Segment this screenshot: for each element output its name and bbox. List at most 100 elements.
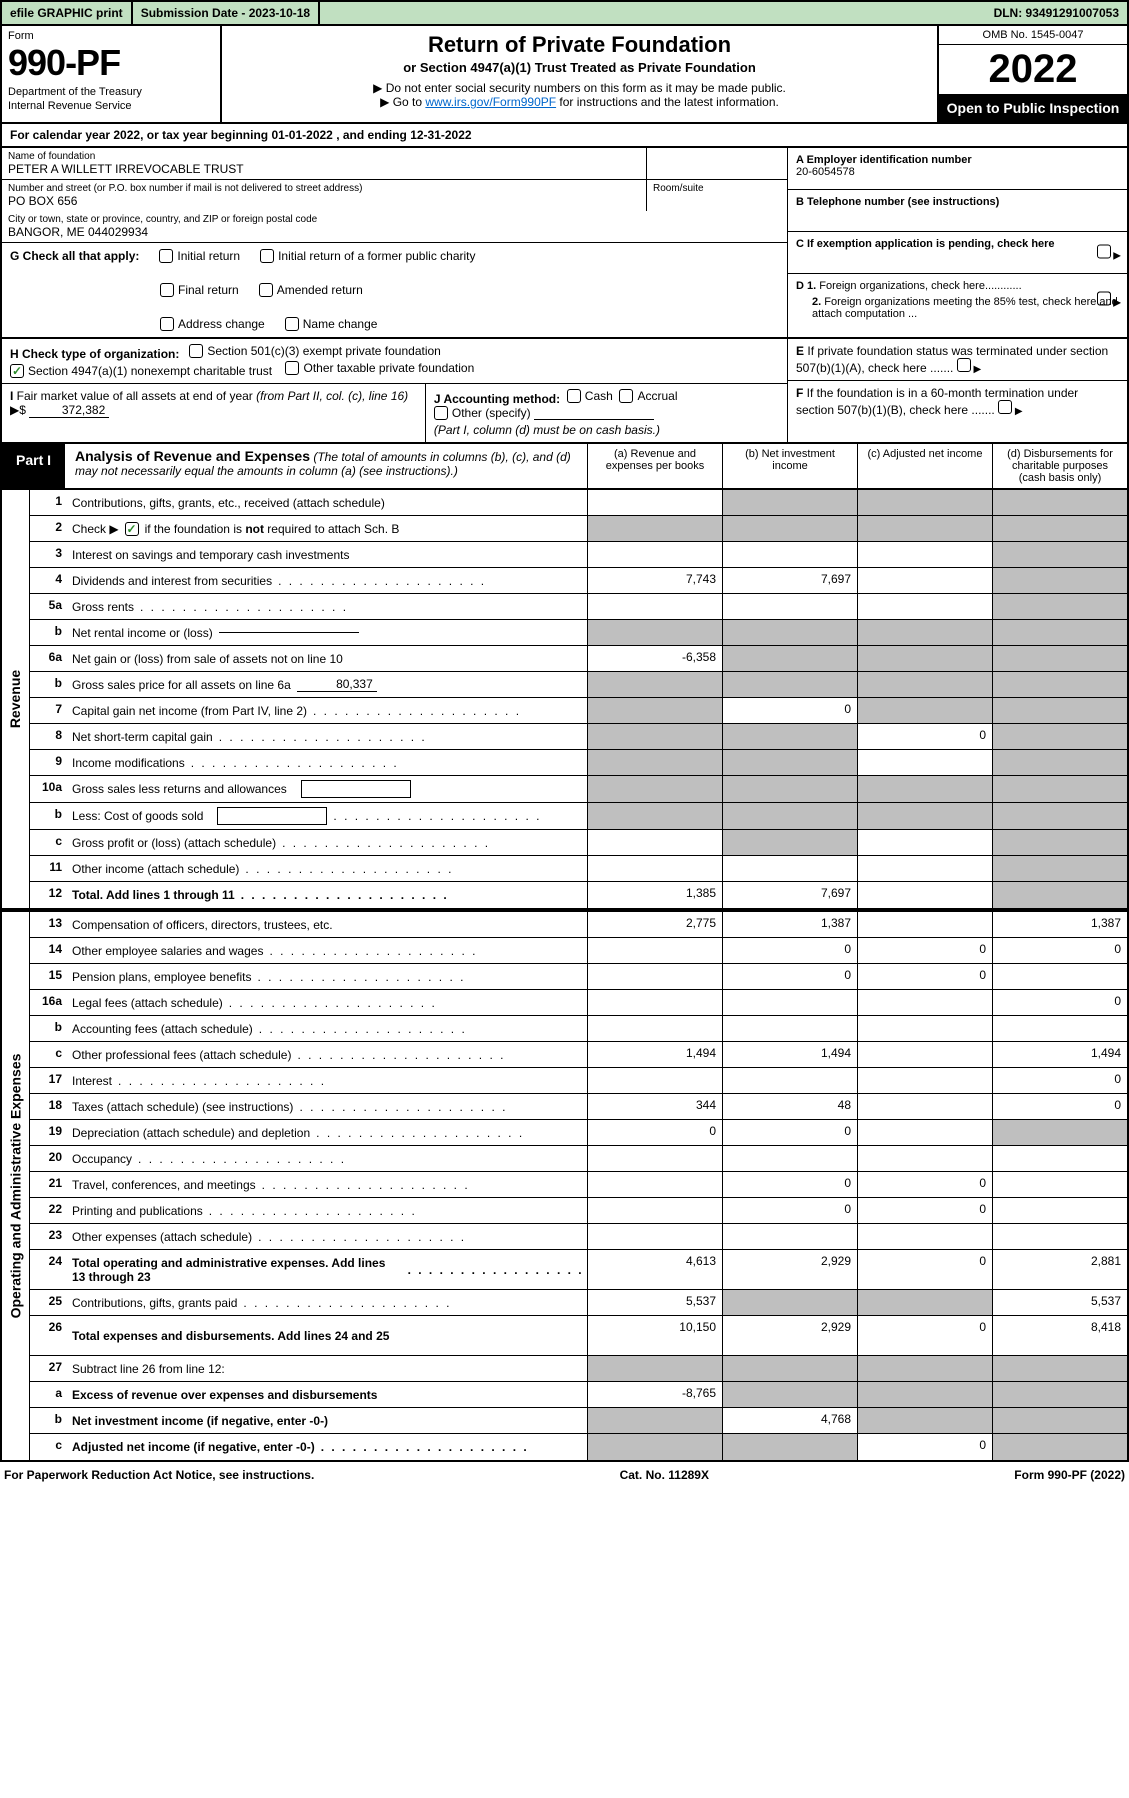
line-10b: b Less: Cost of goods sold [30, 803, 1127, 830]
part1-header: Part I Analysis of Revenue and Expenses … [0, 444, 1129, 490]
header-left: Form 990-PF Department of the Treasury I… [2, 26, 222, 122]
chk-exemption-pending[interactable] [1097, 244, 1111, 258]
col-a-header: (a) Revenue and expenses per books [587, 444, 722, 488]
ein-cell: A Employer identification number 20-6054… [788, 148, 1127, 190]
line-27a: a Excess of revenue over expenses and di… [30, 1382, 1127, 1408]
chk-4947a1[interactable]: ✓Section 4947(a)(1) nonexempt charitable… [10, 364, 272, 378]
line-12: 12 Total. Add lines 1 through 11 1,385 7… [30, 882, 1127, 908]
page-footer: For Paperwork Reduction Act Notice, see … [0, 1462, 1129, 1488]
line-27b: b Net investment income (if negative, en… [30, 1408, 1127, 1434]
section-h-row: H Check type of organization: Section 50… [2, 339, 787, 384]
chk-name-change[interactable]: Name change [285, 317, 378, 331]
open-to-public: Open to Public Inspection [939, 94, 1127, 122]
city-state-zip: BANGOR, ME 044029934 [8, 225, 781, 239]
foundation-name-cell: Name of foundation PETER A WILLETT IRREV… [2, 148, 646, 180]
calendar-year-row: For calendar year 2022, or tax year begi… [0, 124, 1129, 148]
column-headers: (a) Revenue and expenses per books (b) N… [587, 444, 1127, 488]
section-j: J Accounting method: Cash Accrual Other … [426, 384, 787, 442]
chk-sch-b-not-required[interactable]: ✓ [125, 522, 139, 536]
form-title: Return of Private Foundation [232, 32, 927, 58]
l8-c: 0 [857, 724, 992, 749]
chk-final-return[interactable]: Final return [160, 283, 239, 297]
line-15: 15 Pension plans, employee benefits 00 [30, 964, 1127, 990]
year-end: 12-31-2022 [410, 128, 471, 142]
goto-note: ▶ Go to www.irs.gov/Form990PF for instru… [232, 95, 927, 109]
chk-accrual[interactable]: Accrual [619, 389, 677, 403]
street-address: PO BOX 656 [8, 194, 640, 208]
section-i-j-row: I Fair market value of all assets at end… [2, 384, 787, 442]
l6b-field: 80,337 [297, 677, 377, 692]
line-10a: 10a Gross sales less returns and allowan… [30, 776, 1127, 803]
header-center: Return of Private Foundation or Section … [222, 26, 937, 122]
chk-initial-return[interactable]: Initial return [159, 249, 240, 263]
line-26: 26 Total expenses and disbursements. Add… [30, 1316, 1127, 1356]
section-e-cell: E E If private foundation status was ter… [788, 339, 1127, 381]
street-address-cell: Number and street (or P.O. box number if… [2, 180, 646, 211]
chk-amended-return[interactable]: Amended return [259, 283, 363, 297]
line-21: 21 Travel, conferences, and meetings 00 [30, 1172, 1127, 1198]
line-9: 9 Income modifications [30, 750, 1127, 776]
line-6b: b Gross sales price for all assets on li… [30, 672, 1127, 698]
line-25: 25 Contributions, gifts, grants paid 5,5… [30, 1290, 1127, 1316]
col-d-header: (d) Disbursements for charitable purpose… [992, 444, 1127, 488]
revenue-side-label: Revenue [2, 490, 30, 908]
chk-85pct-test[interactable] [1097, 292, 1111, 306]
line-13: 13 Compensation of officers, directors, … [30, 912, 1127, 938]
part1-title: Analysis of Revenue and Expenses (The to… [65, 444, 587, 488]
dln: DLN: 93491291007053 [986, 2, 1127, 24]
l12-a: 1,385 [587, 882, 722, 908]
line-16b: b Accounting fees (attach schedule) [30, 1016, 1127, 1042]
omb-number: OMB No. 1545-0047 [939, 26, 1127, 45]
line-5a: 5a Gross rents [30, 594, 1127, 620]
chk-initial-former[interactable]: Initial return of a former public charit… [260, 249, 475, 263]
form-label: Form [8, 30, 214, 42]
efile-top-bar: efile GRAPHIC print Submission Date - 20… [0, 0, 1129, 26]
form-ref: Form 990-PF (2022) [1014, 1468, 1125, 1482]
room-suite-cell: Room/suite [647, 180, 787, 212]
line-23: 23 Other expenses (attach schedule) [30, 1224, 1127, 1250]
col-b-header: (b) Net investment income [722, 444, 857, 488]
line-19: 19 Depreciation (attach schedule) and de… [30, 1120, 1127, 1146]
section-g-row: G Check all that apply: Initial return I… [2, 243, 787, 337]
line-16a: 16a Legal fees (attach schedule) 0 [30, 990, 1127, 1016]
line-8: 8 Net short-term capital gain 0 [30, 724, 1127, 750]
form-number: 990-PF [8, 42, 214, 84]
chk-other-method[interactable]: Other (specify) [434, 406, 531, 420]
line-1: 1 Contributions, gifts, grants, etc., re… [30, 490, 1127, 516]
chk-cash[interactable]: Cash [567, 389, 613, 403]
expenses-table: Operating and Administrative Expenses 13… [0, 910, 1129, 1462]
section-f-cell: F If the foundation is in a 60-month ter… [788, 381, 1127, 422]
line-17: 17 Interest 0 [30, 1068, 1127, 1094]
efile-label: efile GRAPHIC print [2, 2, 133, 24]
chk-501c3[interactable]: Section 501(c)(3) exempt private foundat… [189, 344, 440, 358]
paperwork-notice: For Paperwork Reduction Act Notice, see … [4, 1468, 314, 1482]
l6a-a: -6,358 [587, 646, 722, 671]
line-20: 20 Occupancy [30, 1146, 1127, 1172]
part1-label: Part I [2, 444, 65, 488]
chk-507b1a[interactable] [957, 358, 971, 372]
chk-other-taxable[interactable]: Other taxable private foundation [285, 361, 474, 375]
l4-b: 7,697 [722, 568, 857, 593]
section-c-cell: C If exemption application is pending, c… [788, 232, 1127, 274]
line-14: 14 Other employee salaries and wages 000 [30, 938, 1127, 964]
line-27: 27 Subtract line 26 from line 12: [30, 1356, 1127, 1382]
l12-b: 7,697 [722, 882, 857, 908]
line-16c: c Other professional fees (attach schedu… [30, 1042, 1127, 1068]
year-begin: 01-01-2022 [271, 128, 332, 142]
instructions-link[interactable]: www.irs.gov/Form990PF [425, 95, 556, 109]
header-right: OMB No. 1545-0047 2022 Open to Public In… [937, 26, 1127, 122]
line-7: 7 Capital gain net income (from Part IV,… [30, 698, 1127, 724]
line-24: 24 Total operating and administrative ex… [30, 1250, 1127, 1290]
form-header: Form 990-PF Department of the Treasury I… [0, 26, 1129, 124]
dept-irs: Internal Revenue Service [8, 100, 214, 112]
col-c-header: (c) Adjusted net income [857, 444, 992, 488]
chk-address-change[interactable]: Address change [160, 317, 265, 331]
revenue-table: Revenue 1 Contributions, gifts, grants, … [0, 490, 1129, 910]
section-d-cell: D 1. D 1. Foreign organizations, check h… [788, 274, 1127, 326]
line-4: 4 Dividends and interest from securities… [30, 568, 1127, 594]
line-18: 18 Taxes (attach schedule) (see instruct… [30, 1094, 1127, 1120]
dept-treasury: Department of the Treasury [8, 86, 214, 98]
line-3: 3 Interest on savings and temporary cash… [30, 542, 1127, 568]
g-label: G Check all that apply: [10, 249, 139, 263]
chk-507b1b[interactable] [998, 400, 1012, 414]
